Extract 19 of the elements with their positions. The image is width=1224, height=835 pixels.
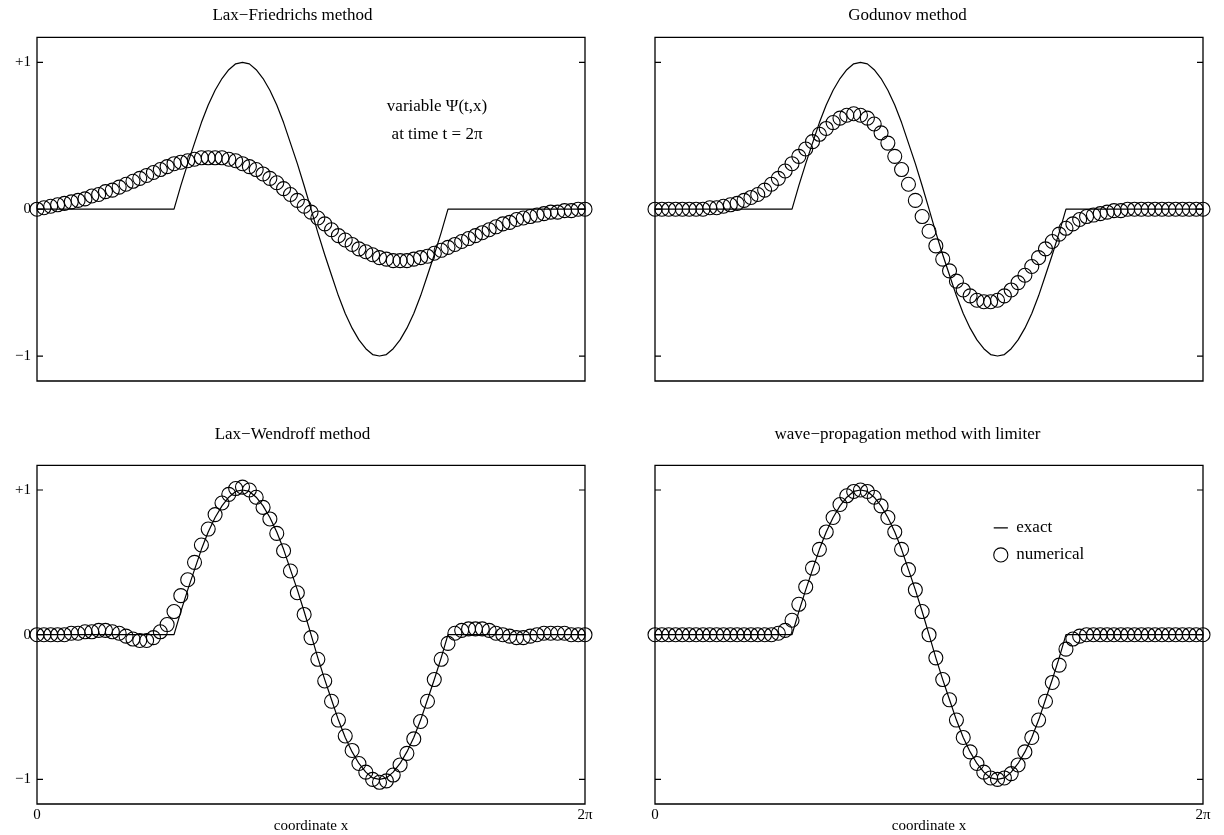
y-tick-label: −1 [15, 346, 31, 363]
legend-label: exact [1016, 517, 1053, 537]
y-tick-label: +1 [15, 480, 31, 497]
x-tick-label: 2π [1195, 805, 1211, 822]
y-tick-label: −1 [15, 770, 31, 787]
y-tick-label: 0 [23, 200, 31, 217]
legend-label: numerical [1016, 544, 1085, 564]
annotation: at time t = 2π [391, 123, 483, 143]
y-tick-label: 0 [23, 625, 31, 642]
chart-title: Lax−Wendroff method [214, 423, 371, 443]
chart-title: Godunov method [848, 4, 968, 24]
x-axis-title: coordinate x [891, 816, 967, 833]
annotation: variable Ψ(t,x) [386, 95, 488, 115]
x-tick-label: 2π [577, 805, 593, 822]
x-tick-label: 0 [651, 805, 659, 822]
chart-title: wave−propagation method with limiter [774, 423, 1041, 443]
chart-title: Lax−Friedrichs method [212, 4, 374, 24]
y-tick-label: +1 [15, 53, 31, 70]
x-axis-title: coordinate x [273, 816, 349, 833]
